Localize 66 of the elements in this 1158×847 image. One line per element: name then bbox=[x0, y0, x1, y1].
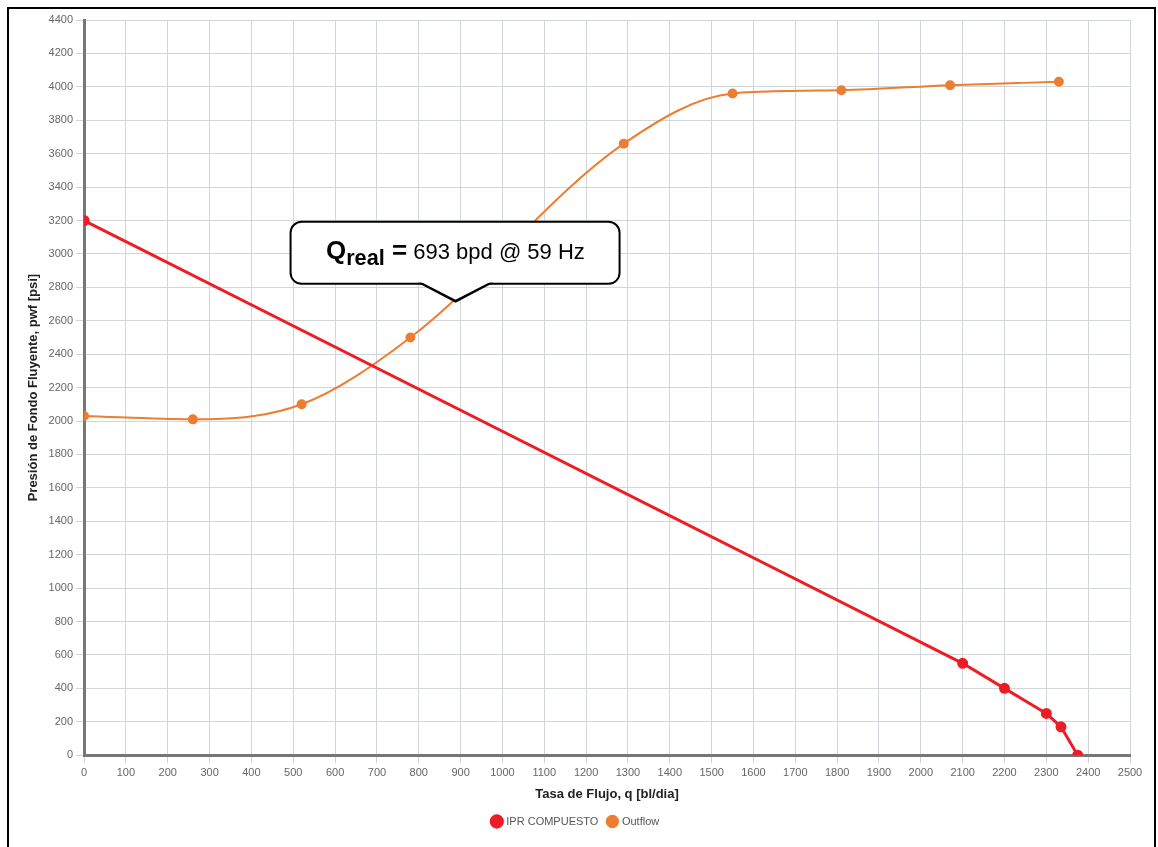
y-tick-label: 0 bbox=[66, 748, 74, 761]
y-tick-label: 200 bbox=[54, 714, 74, 727]
y-tick-label: 3800 bbox=[48, 113, 74, 126]
annotation: Q$_{real}$ = 693 bpd @ 59 Hz bbox=[289, 220, 621, 285]
y-tick-label: 3600 bbox=[48, 146, 74, 159]
legend-label: Outflow bbox=[621, 814, 660, 827]
point bbox=[1055, 721, 1067, 733]
y-tick-label: 4200 bbox=[48, 46, 74, 59]
y-tick-label: 2000 bbox=[48, 414, 74, 427]
y-tick-label: 2800 bbox=[48, 280, 74, 293]
legend-label: IPR COMPUESTO bbox=[506, 814, 599, 827]
x-tick-label: 2100 bbox=[950, 765, 975, 778]
x-tick-label: 1500 bbox=[699, 765, 724, 778]
y-tick-label: 3000 bbox=[48, 246, 74, 259]
x-tick-label: 0 bbox=[81, 765, 88, 778]
point bbox=[945, 80, 956, 91]
y-tick-label: 1000 bbox=[48, 581, 74, 594]
point bbox=[957, 657, 969, 669]
point bbox=[296, 399, 307, 410]
y-tick-label: 1600 bbox=[48, 480, 74, 493]
y-tick-label: 600 bbox=[54, 647, 74, 660]
x-axis-title: Tasa de Flujo, q [bl/dia] bbox=[535, 785, 679, 801]
point bbox=[727, 88, 738, 99]
y-tick-label: 4400 bbox=[48, 13, 74, 26]
x-tick-label: 1200 bbox=[573, 765, 599, 778]
y-axis-title: Presión de Fondo Fluyente, pwf [psi] bbox=[25, 273, 41, 502]
y-tick-label: 800 bbox=[54, 614, 74, 627]
point bbox=[836, 85, 847, 96]
x-tick-label: 200 bbox=[158, 765, 177, 778]
x-tick-label: 2300 bbox=[1034, 765, 1059, 778]
x-tick-label: 1700 bbox=[783, 765, 808, 778]
x-tick-label: 2000 bbox=[908, 765, 934, 778]
x-tick-label: 1000 bbox=[490, 765, 515, 778]
x-tick-label: 800 bbox=[409, 765, 428, 778]
x-tick-label: 2500 bbox=[1117, 765, 1143, 778]
x-tick-label: 2400 bbox=[1075, 765, 1101, 778]
x-tick-label: 1800 bbox=[824, 765, 850, 778]
y-tick-label: 1800 bbox=[48, 447, 74, 460]
y-tick-label: 2200 bbox=[48, 380, 74, 393]
y-tick-label: 1400 bbox=[48, 514, 74, 527]
x-tick-label: 1600 bbox=[741, 765, 766, 778]
point bbox=[405, 332, 416, 343]
y-tick-label: 2400 bbox=[48, 347, 74, 360]
point bbox=[1053, 76, 1064, 87]
x-tick-label: 900 bbox=[451, 765, 470, 778]
x-tick-label: 1100 bbox=[532, 765, 557, 778]
point bbox=[998, 682, 1010, 694]
y-tick-label: 1200 bbox=[48, 547, 74, 560]
x-tick-label: 500 bbox=[284, 765, 303, 778]
x-tick-label: 1900 bbox=[866, 765, 892, 778]
point bbox=[618, 138, 629, 149]
x-tick-label: 1400 bbox=[657, 765, 683, 778]
y-tick-label: 3400 bbox=[48, 180, 74, 193]
x-tick-label: 300 bbox=[200, 765, 219, 778]
point bbox=[187, 414, 198, 425]
y-tick-label: 2600 bbox=[48, 313, 74, 326]
x-tick-label: 2200 bbox=[992, 765, 1017, 778]
y-tick-label: 400 bbox=[54, 681, 74, 694]
x-tick-label: 400 bbox=[242, 765, 261, 778]
x-tick-label: 700 bbox=[367, 765, 387, 778]
y-tick-label: 3200 bbox=[48, 213, 74, 226]
point bbox=[1040, 707, 1052, 719]
x-tick-label: 600 bbox=[325, 765, 345, 778]
y-tick-label: 4000 bbox=[48, 79, 74, 92]
x-tick-label: 1300 bbox=[615, 765, 641, 778]
x-tick-label: 100 bbox=[116, 765, 136, 778]
